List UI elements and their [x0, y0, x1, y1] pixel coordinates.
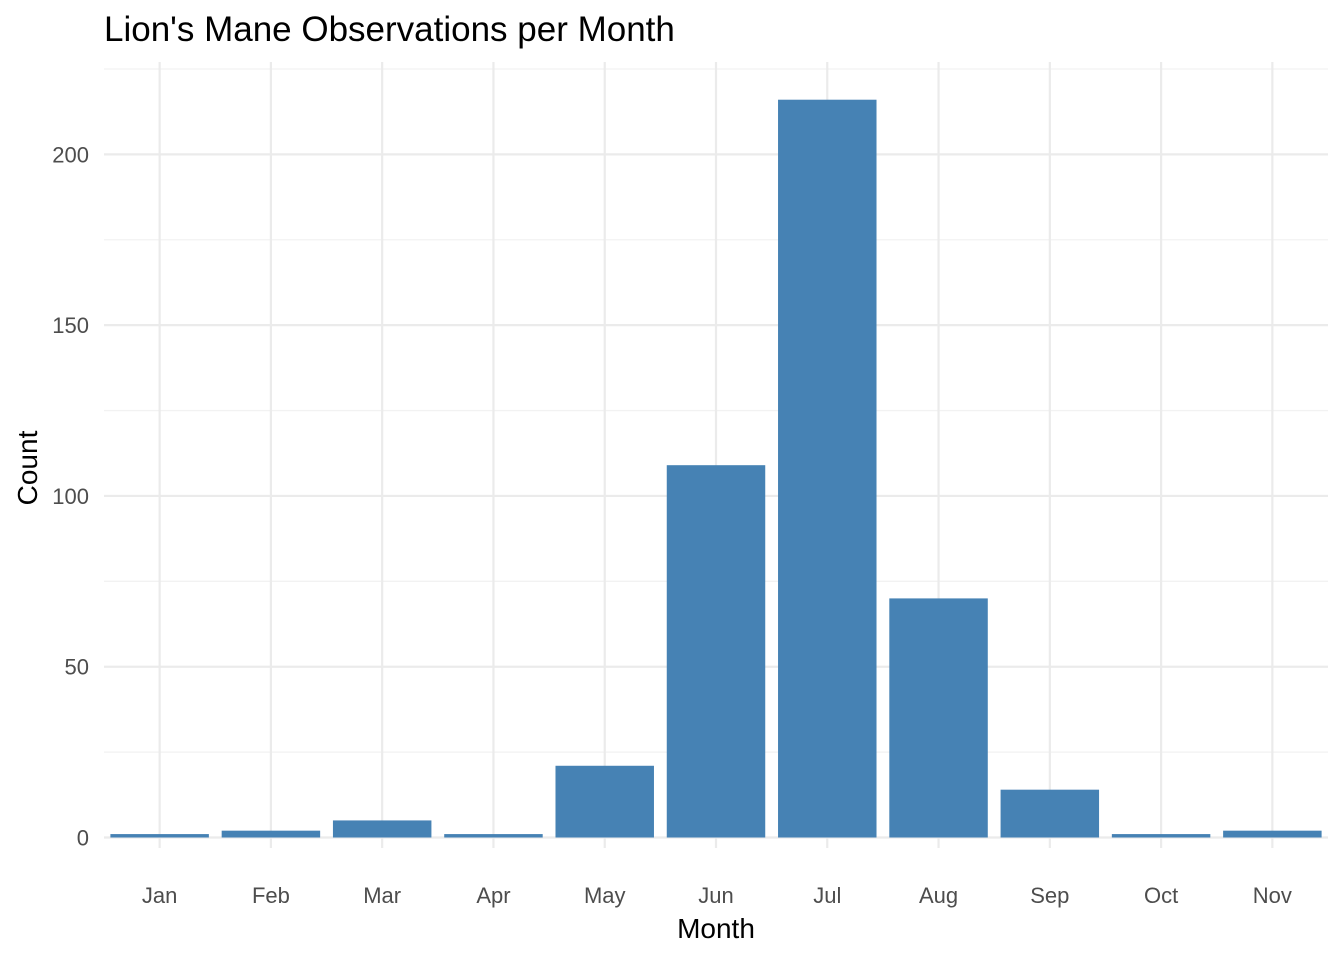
x-tick-label: Sep: [1030, 883, 1069, 908]
x-tick-label: Jan: [142, 883, 177, 908]
x-tick-label: Jun: [698, 883, 733, 908]
y-tick-label: 200: [52, 142, 89, 167]
bar-sep: [1000, 789, 1100, 838]
x-axis-title: Month: [677, 913, 755, 944]
x-tick-label: Aug: [919, 883, 958, 908]
chart-title: Lion's Mane Observations per Month: [104, 10, 675, 49]
bar-mar: [332, 820, 432, 838]
x-tick-label: Feb: [252, 883, 290, 908]
bar-jul: [778, 99, 877, 838]
bar-nov: [1223, 830, 1322, 838]
bars: [110, 99, 1322, 838]
bar-jun: [666, 465, 766, 838]
x-tick-label: May: [584, 883, 626, 908]
bar-aug: [889, 598, 988, 838]
y-axis-title: Count: [12, 430, 43, 505]
bar-oct: [1111, 834, 1211, 838]
bar-jan: [110, 834, 209, 838]
y-tick-label: 50: [65, 655, 89, 680]
x-tick-label: Oct: [1144, 883, 1178, 908]
bar-feb: [221, 830, 321, 838]
bar-apr: [444, 834, 543, 838]
bar-may: [555, 765, 654, 838]
y-tick-label: 100: [52, 484, 89, 509]
x-tick-label: Apr: [476, 883, 510, 908]
y-tick-label: 150: [52, 313, 89, 338]
y-tick-label: 0: [77, 826, 89, 851]
x-tick-label: Mar: [363, 883, 401, 908]
y-axis-tick-labels: 0 50 100 150 200: [52, 142, 89, 850]
x-axis-tick-labels: Jan Feb Mar Apr May Jun Jul Aug Sep Oct Nov: [142, 883, 1292, 908]
x-tick-label: Jul: [813, 883, 841, 908]
x-tick-label: Nov: [1253, 883, 1292, 908]
